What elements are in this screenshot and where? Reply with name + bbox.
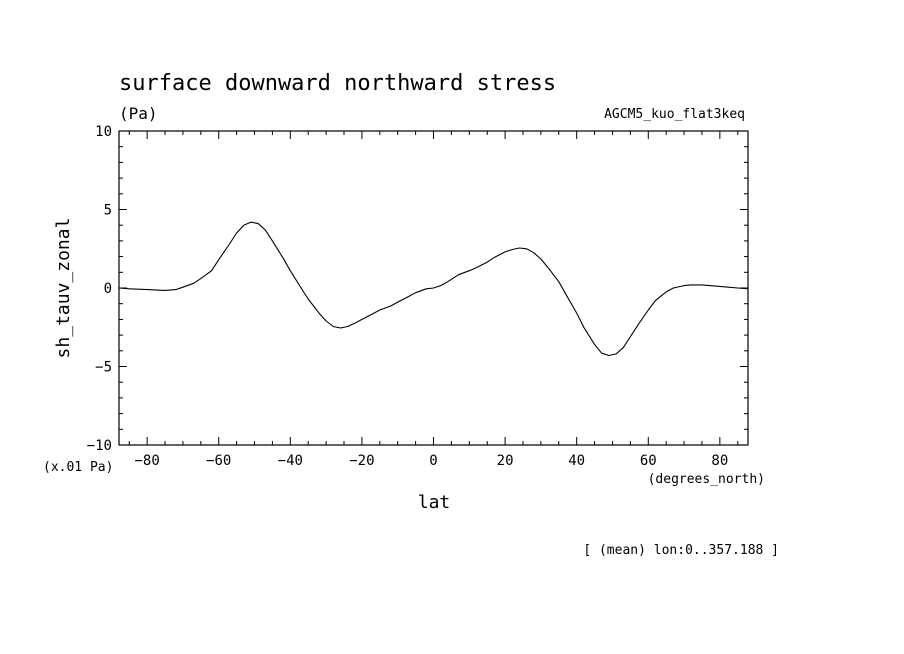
y-tick-label: 10 <box>95 124 112 140</box>
x-units-label: (degrees_north) <box>648 472 765 487</box>
y-tick-label: −10 <box>87 438 112 454</box>
y-ticks: −10 −5 0 5 10 <box>87 124 748 454</box>
footer-note: [ (mean) lon:0..357.188 ] <box>583 543 779 558</box>
x-tick-label: 0 <box>429 453 437 469</box>
x-tick-label: 80 <box>711 453 728 469</box>
x-tick-label: 20 <box>497 453 514 469</box>
experiment-label: AGCM5_kuo_flat3keq <box>604 107 745 122</box>
x-axis-label: lat <box>418 492 451 513</box>
x-tick-label: −20 <box>349 453 374 469</box>
minor-ticks <box>119 131 748 445</box>
x-tick-label: −80 <box>134 453 159 469</box>
y-tick-label: 5 <box>104 203 112 219</box>
x-tick-label: −60 <box>206 453 231 469</box>
y-tick-label: −5 <box>95 360 112 376</box>
y-tick-label: 0 <box>104 281 112 297</box>
series-line <box>118 221 749 357</box>
series-layer <box>118 221 749 357</box>
x-ticks: −80 −60 −40 −20 0 20 40 60 80 <box>134 131 728 469</box>
units-label: (Pa) <box>119 104 158 123</box>
yscale-note: (x.01 Pa) <box>43 460 113 475</box>
x-tick-label: 40 <box>568 453 585 469</box>
chart-title: surface downward northward stress <box>119 71 556 96</box>
y-axis-label: sh_tauv_zonal <box>53 218 74 359</box>
x-tick-label: −40 <box>278 453 303 469</box>
x-tick-label: 60 <box>640 453 657 469</box>
